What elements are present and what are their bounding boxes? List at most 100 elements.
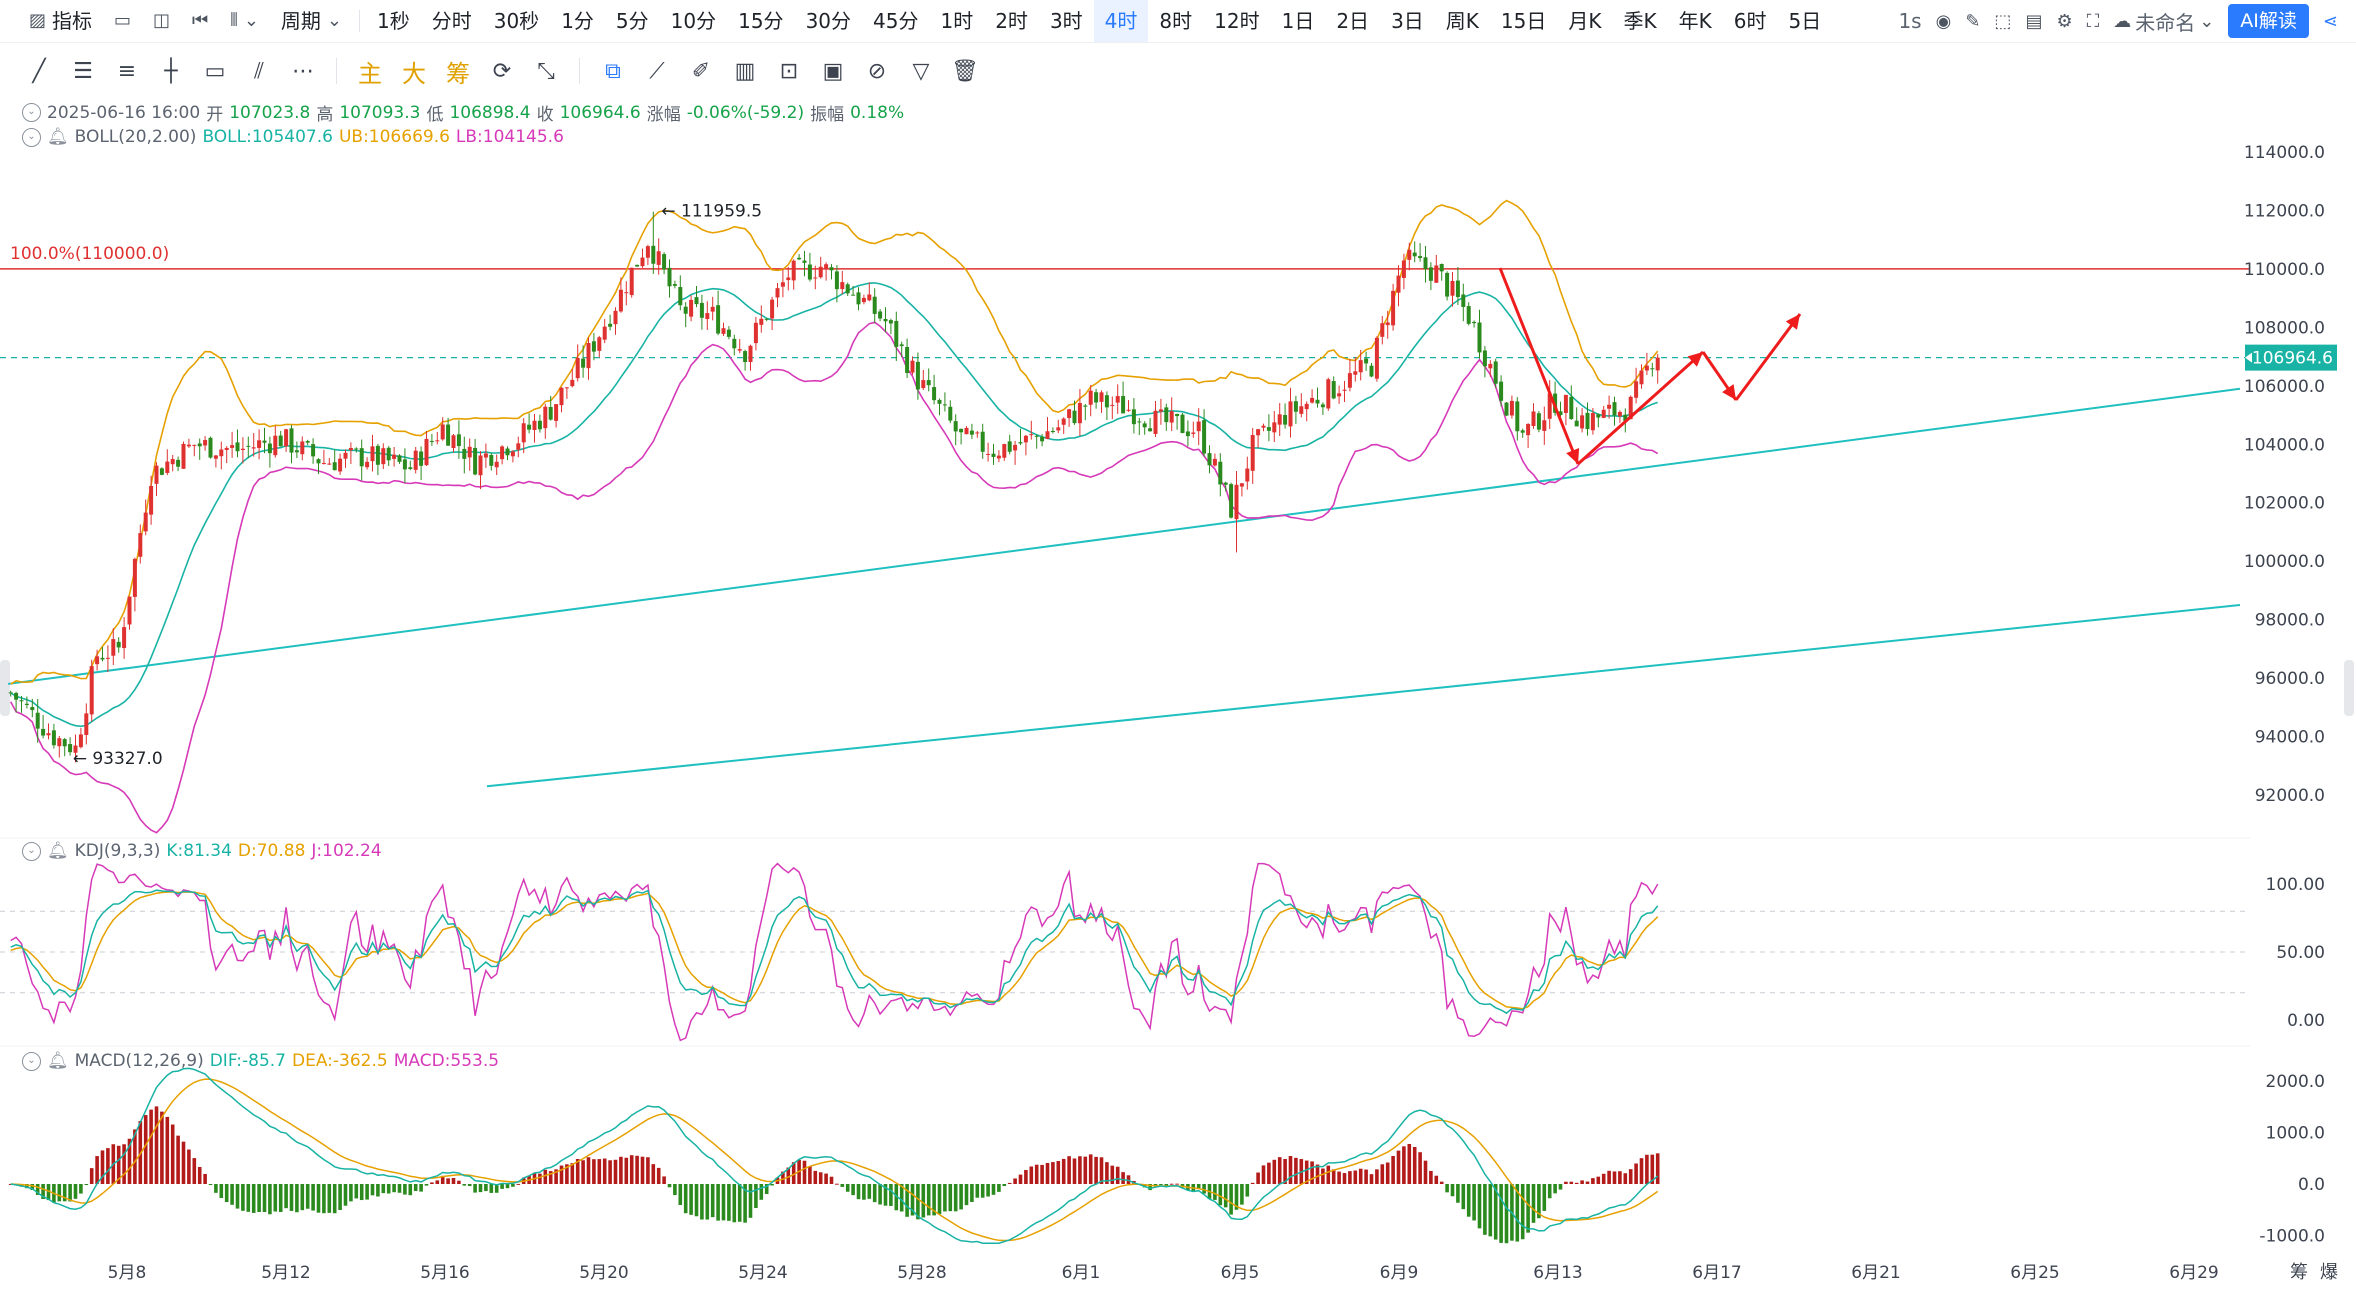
layout-button[interactable]: ◫ xyxy=(142,0,181,42)
calendar-icon: ▭ xyxy=(114,10,132,31)
replay-button[interactable]: ⏮ xyxy=(181,0,219,42)
collapse-icon[interactable]: ⌄ xyxy=(22,1051,41,1071)
candle xyxy=(392,446,397,467)
measure-icon[interactable]: ⤡ xyxy=(537,58,555,84)
macd-histogram-bar xyxy=(1272,1159,1277,1184)
timeframe-23[interactable]: 6时 xyxy=(1733,9,1767,33)
timeframe-2[interactable]: 30秒 xyxy=(493,9,540,33)
collapse-icon[interactable]: ⌄ xyxy=(22,127,41,147)
bars-icon[interactable]: ▥ xyxy=(734,58,756,84)
trash-icon[interactable]: 🗑 xyxy=(951,58,979,84)
price-tag-arrow xyxy=(2245,352,2252,363)
fib-tool-icon[interactable]: ⫽ xyxy=(254,58,264,84)
ruler-icon[interactable]: ⟋ xyxy=(649,58,665,84)
macd-histogram-bar xyxy=(1542,1184,1547,1211)
collapse-icon[interactable]: ⌄ xyxy=(22,841,41,861)
timeframe-16[interactable]: 2日 xyxy=(1336,9,1370,33)
brush-icon[interactable]: ✐ xyxy=(691,58,711,84)
layout-name-dropdown[interactable]: ☁ 未命名 ⌄ xyxy=(2113,7,2214,36)
bookmark-tool-icon[interactable]: ⧉ xyxy=(605,58,621,84)
timeframe-20[interactable]: 月K xyxy=(1568,9,1602,33)
pencil-icon[interactable]: ✎ xyxy=(1965,10,1981,32)
bell-icon[interactable]: 🔔︎ xyxy=(47,127,69,147)
timeframe-15[interactable]: 1日 xyxy=(1281,9,1315,33)
low-marker: ← 93327.0 xyxy=(73,749,163,769)
candle-body xyxy=(645,246,650,258)
timeframe-0[interactable]: 1秒 xyxy=(377,9,410,33)
expand-icon[interactable]: ⬚ xyxy=(1994,10,2012,32)
timeframe-22[interactable]: 年K xyxy=(1678,9,1712,33)
macd-histogram-bar xyxy=(1612,1171,1617,1184)
horizontal-line-tool-icon[interactable]: ┼ xyxy=(164,58,178,84)
note-icon[interactable]: ▣ xyxy=(822,58,844,84)
timeframe-10[interactable]: 2时 xyxy=(995,9,1028,33)
timeframe-8[interactable]: 45分 xyxy=(873,9,919,33)
bell-icon[interactable]: 🔔︎ xyxy=(47,1051,69,1071)
channel-tool-icon[interactable]: ≡ xyxy=(117,58,137,84)
macd-histogram-bar xyxy=(446,1178,450,1184)
sync-icon[interactable]: ⟳ xyxy=(492,58,512,84)
candle-body xyxy=(1115,396,1120,403)
more-tools-icon[interactable]: ⋯ xyxy=(292,58,314,84)
rectangle-tool-icon[interactable]: ▭ xyxy=(204,58,226,84)
timeframe-5[interactable]: 10分 xyxy=(670,9,717,33)
timeframe-9[interactable]: 1时 xyxy=(940,9,974,33)
timeframe-19[interactable]: 15日 xyxy=(1500,9,1547,33)
interval-readout[interactable]: 1s xyxy=(1898,9,1922,33)
candle-body xyxy=(332,462,337,471)
candle-body xyxy=(1472,321,1477,324)
bell-icon[interactable]: 🔔︎ xyxy=(47,841,69,861)
candle-style-button[interactable]: ⫴ ⌄ xyxy=(219,0,270,42)
table-icon[interactable]: ▤ xyxy=(2025,10,2043,32)
share-icon[interactable]: ⋖ xyxy=(2322,10,2338,32)
camera-icon[interactable]: ◉ xyxy=(1935,10,1952,32)
timeframe-13[interactable]: 8时 xyxy=(1159,9,1193,33)
right-collapse-handle[interactable] xyxy=(2344,660,2354,716)
timeframe-1[interactable]: 分时 xyxy=(431,9,472,33)
candle-body xyxy=(1083,405,1088,407)
candle xyxy=(1283,403,1288,429)
macd-histogram-bar xyxy=(1342,1173,1347,1184)
gear-icon[interactable]: ⚙ xyxy=(2056,10,2073,32)
candle-body xyxy=(1650,368,1655,370)
timeframe-12[interactable]: 4时 xyxy=(1093,0,1149,42)
timeframe-14[interactable]: 12时 xyxy=(1214,9,1260,33)
candle-body xyxy=(1013,444,1018,451)
timeframe-18[interactable]: 周K xyxy=(1445,9,1479,33)
candle xyxy=(829,264,834,280)
macd-histogram-bar xyxy=(1105,1162,1109,1184)
candle xyxy=(1536,411,1541,433)
lock-icon[interactable]: ⊡ xyxy=(779,58,799,84)
left-collapse-handle[interactable] xyxy=(0,660,10,716)
timeframe-21[interactable]: 季K xyxy=(1623,9,1657,33)
period-dropdown[interactable]: 周期 ⌄ xyxy=(270,0,353,42)
price-chart[interactable]: 100.0%(110000.0) ← 111959.5 ← 93327.0 1140… xyxy=(0,94,2356,1297)
timeframe-4[interactable]: 5分 xyxy=(615,9,649,33)
timeframe-7[interactable]: 30分 xyxy=(805,9,852,33)
timeframe-17[interactable]: 3日 xyxy=(1391,9,1424,33)
candle xyxy=(516,436,521,458)
filter-icon[interactable]: ▽ xyxy=(912,58,930,84)
timeframe-11[interactable]: 3时 xyxy=(1049,9,1083,33)
macd-histogram-bar xyxy=(743,1184,747,1223)
parallel-lines-tool-icon[interactable]: ☰ xyxy=(73,58,93,84)
macd-histogram-bar xyxy=(284,1184,288,1209)
calendar-button[interactable]: ▭ xyxy=(103,0,142,42)
candle-body xyxy=(667,267,672,287)
chip-button[interactable]: 筹 xyxy=(446,59,470,88)
ai-interpret-button[interactable]: AI解读 xyxy=(2228,4,2309,38)
collapse-icon[interactable]: ⌄ xyxy=(22,103,41,122)
fullscreen-icon[interactable]: ⛶ xyxy=(2086,10,2100,32)
candle xyxy=(473,438,478,476)
main-force-button[interactable]: 主 xyxy=(358,59,382,88)
timeframe-6[interactable]: 15分 xyxy=(738,9,784,33)
big-order-button[interactable]: 大 xyxy=(402,59,426,88)
candle xyxy=(1380,315,1385,345)
candle xyxy=(1169,397,1174,432)
macd-histogram-bar xyxy=(235,1184,240,1209)
trendline-tool-icon[interactable]: ╱ xyxy=(32,58,46,84)
indicator-button[interactable]: ▨ 指标 xyxy=(18,0,103,42)
timeframe-3[interactable]: 1分 xyxy=(561,9,594,33)
timeframe-24[interactable]: 5日 xyxy=(1788,9,1822,33)
magnet-icon[interactable]: ⊘ xyxy=(867,58,887,84)
